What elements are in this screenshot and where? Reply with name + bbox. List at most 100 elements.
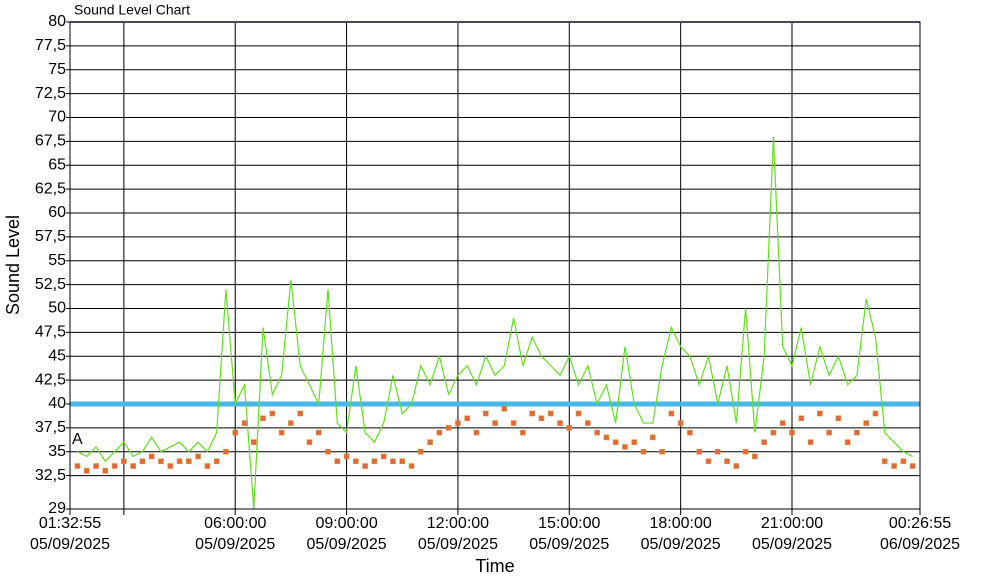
y-tick-label: 32,5 — [35, 467, 66, 484]
data-marker — [83, 468, 90, 474]
y-tick-label: 72,5 — [35, 85, 66, 102]
data-marker — [650, 434, 656, 441]
data-marker — [742, 448, 749, 455]
data-marker — [724, 458, 730, 465]
data-marker — [223, 448, 229, 455]
data-marker — [640, 448, 647, 455]
data-marker — [102, 468, 109, 474]
data-marker — [789, 429, 795, 436]
data-marker — [158, 458, 164, 465]
data-marker — [436, 429, 443, 436]
data-marker — [288, 420, 294, 426]
data-marker — [668, 410, 675, 417]
y-tick-label: 29 — [48, 500, 66, 517]
data-marker — [111, 463, 118, 469]
data-marker — [334, 458, 341, 465]
x-tick-label: 18:00:00 — [650, 515, 712, 532]
data-marker — [186, 458, 192, 465]
data-marker — [705, 458, 712, 465]
data-marker — [659, 448, 665, 455]
data-marker — [844, 439, 851, 445]
y-tick-label: 75 — [48, 61, 66, 78]
data-marker — [733, 463, 740, 469]
y-tick-label: 60 — [48, 204, 66, 221]
chart-title: Sound Level Chart — [74, 2, 190, 18]
data-marker — [909, 463, 916, 469]
data-marker — [167, 463, 174, 469]
data-marker — [501, 405, 508, 412]
x-tick-label: 00:26:55 — [889, 515, 951, 532]
data-marker — [538, 415, 545, 422]
data-marker — [93, 463, 99, 469]
y-tick-label: 47,5 — [35, 324, 66, 341]
data-marker — [130, 463, 136, 469]
data-marker — [696, 448, 703, 455]
y-tick-label: 50 — [48, 300, 66, 317]
plot-border — [69, 21, 921, 510]
annotation: A — [72, 431, 83, 448]
data-marker — [464, 415, 471, 422]
data-marker — [390, 458, 396, 465]
y-tick-label: 52,5 — [35, 276, 66, 293]
data-marker — [770, 429, 777, 436]
y-tick-label: 55 — [48, 252, 66, 269]
x-axis-title: Time — [475, 556, 514, 576]
data-marker — [752, 453, 758, 460]
data-marker — [408, 463, 415, 469]
data-marker — [761, 439, 767, 445]
data-marker — [371, 458, 378, 465]
data-marker — [872, 410, 879, 417]
data-marker — [529, 410, 535, 417]
x-tick-label: 05/09/2025 — [418, 536, 498, 553]
x-tick-label: 05/09/2025 — [307, 536, 387, 553]
y-tick-label: 37,5 — [35, 419, 66, 436]
x-tick-label: 05/09/2025 — [752, 536, 832, 553]
data-marker — [631, 439, 638, 445]
data-marker — [445, 425, 452, 431]
data-marker — [380, 453, 387, 460]
x-tick-label: 05/09/2025 — [195, 536, 275, 553]
data-marker — [139, 458, 146, 465]
y-tick-label: 62,5 — [35, 180, 66, 197]
x-tick-label: 15:00:00 — [538, 515, 600, 532]
y-tick-label: 35 — [48, 443, 66, 460]
data-marker — [482, 410, 489, 417]
data-marker — [900, 458, 907, 465]
y-tick-label: 57,5 — [35, 228, 66, 245]
data-marker — [269, 410, 276, 417]
data-marker — [575, 410, 582, 417]
data-marker — [566, 425, 573, 431]
x-tick-label: 01:32:55 — [39, 515, 101, 532]
data-marker — [520, 429, 526, 436]
data-marker — [455, 420, 461, 426]
data-marker — [278, 429, 285, 436]
data-marker — [817, 410, 823, 417]
data-marker — [325, 448, 331, 455]
data-marker — [362, 463, 368, 469]
data-marker — [807, 439, 814, 445]
x-tick-label: 09:00:00 — [315, 515, 377, 532]
y-tick-label: 65 — [48, 156, 66, 173]
data-marker — [881, 458, 888, 465]
data-marker — [854, 429, 860, 436]
data-marker — [891, 463, 897, 469]
data-line — [77, 136, 913, 510]
data-marker — [306, 439, 313, 445]
data-marker — [204, 463, 211, 469]
data-marker — [612, 439, 619, 445]
data-marker — [622, 444, 628, 450]
x-tick-label: 12:00:00 — [427, 515, 489, 532]
data-marker — [213, 458, 220, 465]
data-marker — [250, 439, 257, 445]
data-marker — [779, 420, 786, 426]
data-marker — [195, 453, 201, 460]
data-marker — [603, 434, 610, 441]
x-tick-label: 05/09/2025 — [529, 536, 609, 553]
data-marker — [418, 448, 424, 455]
data-marker — [594, 429, 600, 436]
data-marker — [863, 420, 870, 426]
data-marker — [585, 420, 591, 426]
y-tick-label: 77,5 — [35, 37, 66, 54]
data-marker — [399, 458, 406, 465]
